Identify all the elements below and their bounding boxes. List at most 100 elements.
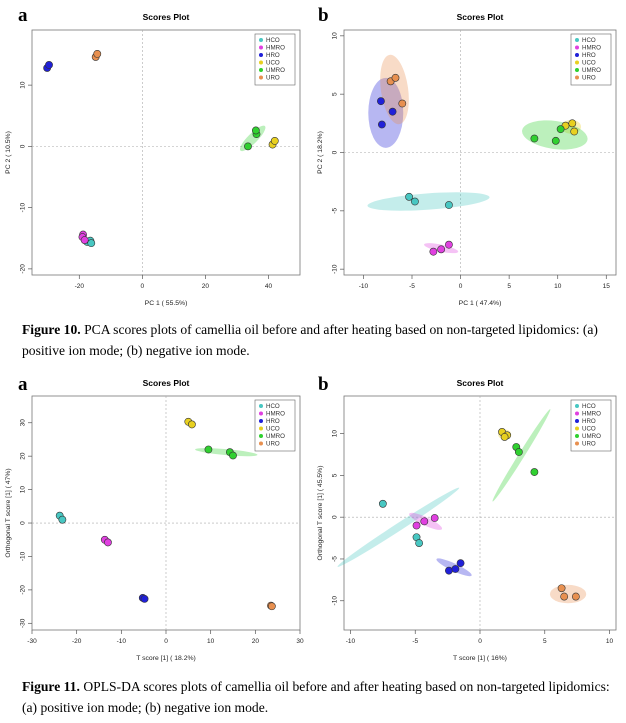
figure10-caption-text: PCA scores plots of camellia oil before … [22, 322, 598, 358]
legend-marker-hro [575, 419, 579, 423]
data-point-uco [570, 127, 579, 136]
data-point-hro [451, 565, 460, 573]
data-point-hro [45, 61, 53, 69]
legend-entry-umro: UMRO [582, 67, 601, 74]
legend-marker-uco [575, 60, 579, 65]
data-point-hro [140, 595, 149, 603]
legend-marker-hro [575, 53, 579, 57]
y-tick-label: -30 [20, 618, 27, 628]
data-point-hco [58, 515, 67, 524]
legend-box [570, 399, 612, 452]
legend-entry-hmro: HMRO [582, 411, 601, 418]
data-point-hmro [412, 521, 421, 530]
data-point-hmro [430, 514, 439, 522]
panel-letter-fig11b: b [318, 374, 329, 395]
data-point-hmro [445, 240, 453, 249]
x-tick-label: -10 [359, 283, 369, 290]
legend-marker-uco [259, 60, 263, 65]
legend-entry-uro: URO [266, 441, 280, 448]
legend-entry-uro: URO [582, 441, 596, 448]
y-tick-label: 10 [332, 32, 339, 40]
y-tick-label: 10 [332, 430, 339, 438]
y-tick-label: 0 [20, 144, 27, 148]
legend-entry-hmro: HMRO [582, 45, 601, 52]
legend-marker-hco [259, 404, 263, 408]
x-tick-label: 0 [478, 638, 482, 645]
y-tick-label: 5 [332, 92, 339, 96]
legend-entry-hco: HCO [582, 403, 596, 410]
legend-entry-hro: HRO [266, 418, 280, 425]
data-point-hro [377, 120, 386, 129]
legend-marker-hmro [259, 411, 263, 416]
x-tick-label: 10 [554, 283, 562, 290]
y-axis-label: Orthogonal T score [1] ( 45.5%) [317, 466, 324, 561]
chart-title: Scores Plot [457, 12, 504, 22]
y-axis-label: PC 2 ( 10.5%) [5, 131, 12, 174]
legend-entry-hco: HCO [266, 37, 280, 44]
data-point-umro [556, 125, 565, 134]
data-point-hmro [104, 538, 112, 547]
data-point-uro [398, 99, 407, 108]
data-point-hmro [429, 247, 438, 256]
y-axis-label: PC 2 ( 18.2%) [317, 131, 324, 174]
legend-marker-hco [575, 38, 579, 42]
y-tick-label: 0 [332, 150, 339, 154]
data-point-uro [557, 584, 566, 593]
legend-marker-umro [575, 68, 579, 72]
legend-entry-umro: UMRO [582, 433, 601, 440]
data-point-uco [188, 420, 196, 429]
legend-marker-uco [575, 426, 579, 431]
data-point-hro [377, 97, 385, 106]
data-point-umro [514, 448, 523, 456]
data-point-hro [388, 107, 397, 116]
data-point-umro [229, 451, 237, 460]
y-tick-label: -5 [332, 556, 339, 562]
x-tick-label: 30 [296, 638, 304, 645]
data-point-uco [568, 119, 577, 128]
scores-plot-fig10a: Scores Plot -20 0 20 40 -20 -10 0 10 PC 1 ( 55.5%… [5, 12, 301, 307]
data-point-uco [500, 433, 509, 441]
x-tick-label: -20 [75, 283, 85, 290]
y-tick-label: 30 [20, 419, 27, 427]
data-point-hco [445, 201, 453, 209]
data-point-umro [251, 126, 260, 135]
panel-letter-fig10a: a [18, 5, 28, 26]
legend-marker-uro [259, 441, 263, 446]
legend-entry-hro: HRO [266, 52, 280, 59]
x-tick-label: -5 [412, 638, 418, 645]
confidence-ellipse-umro [239, 125, 266, 152]
scores-plot-fig11a: Scores Plot -30 -20 -10 0 10 20 30 -30 -20 -10 0 10 2… [5, 378, 304, 662]
legend-entry-uco: UCO [582, 60, 596, 67]
x-tick-label: 20 [252, 638, 260, 645]
y-axis-label: Orthogonal T score [1] ( 47%) [5, 468, 12, 557]
data-point-hmro [437, 245, 446, 254]
x-tick-label: 0 [164, 638, 168, 645]
legend-marker-hmro [575, 411, 579, 416]
figure10-caption-label: Figure 10. [22, 322, 81, 337]
x-axis-label: PC 1 ( 47.4%) [459, 300, 502, 307]
legend-entry-uco: UCO [266, 60, 280, 67]
legend-marker-uco [259, 426, 263, 431]
y-tick-label: -10 [20, 551, 27, 561]
data-point-hco [378, 499, 387, 508]
data-point-uco [270, 136, 279, 145]
data-point-uro [391, 73, 400, 82]
y-tick-label: -20 [20, 585, 27, 595]
figure11-caption-label: Figure 11. [22, 679, 80, 694]
data-point-hco [411, 197, 419, 206]
legend-entry-hco: HCO [582, 37, 596, 44]
legend-entry-hmro: HMRO [266, 411, 285, 418]
data-point-umro [530, 468, 539, 476]
legend-box [254, 33, 296, 86]
x-tick-label: 0 [141, 283, 145, 290]
data-point-uro [560, 592, 569, 601]
legend-marker-hco [259, 38, 263, 42]
legend-entry-hmro: HMRO [266, 45, 285, 52]
y-tick-label: 0 [20, 521, 27, 525]
data-point-hro [456, 559, 465, 568]
x-tick-label: 15 [603, 283, 611, 290]
legend-entry-uco: UCO [582, 426, 596, 433]
